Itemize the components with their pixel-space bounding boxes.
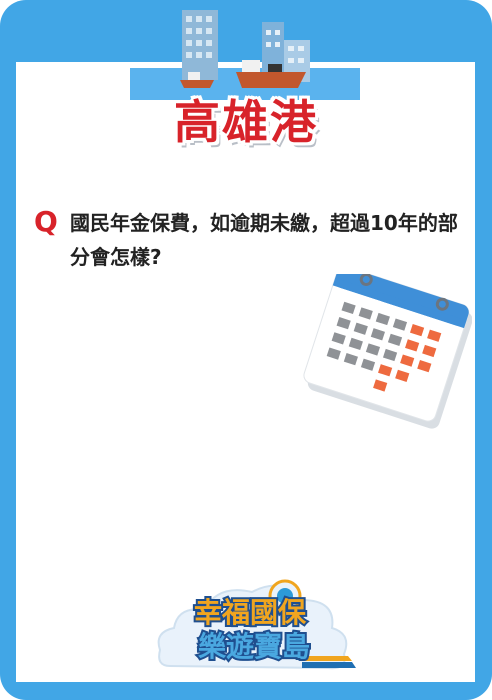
question-marker: Q (34, 205, 58, 238)
campaign-logo: 幸福國保 樂遊寶島 (157, 579, 356, 670)
logo-text-line-1: 幸福國保 (194, 596, 307, 629)
question-text: 國民年金保費，如逾期未繳，超過10年的部分會怎樣? (70, 211, 458, 269)
page-title: 高雄港 (174, 95, 318, 149)
harbor-illustration (130, 10, 360, 100)
calendar-icon (303, 274, 472, 429)
logo-text-line-2: 樂遊寶島 (198, 630, 310, 663)
